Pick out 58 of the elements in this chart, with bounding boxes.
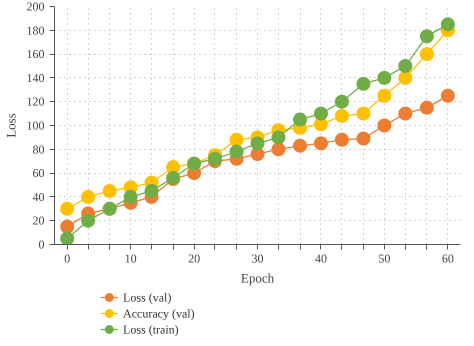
y-tick-label: 120 (26, 94, 44, 109)
x-tick-label: 0 (64, 252, 70, 266)
point (420, 29, 434, 44)
point (420, 100, 434, 115)
point (271, 142, 286, 156)
y-tick-label: 40 (32, 190, 44, 204)
point (230, 144, 244, 159)
point (271, 130, 286, 144)
point (208, 152, 222, 166)
point (293, 112, 308, 127)
legend-label: Loss (train) (123, 322, 179, 336)
point (314, 136, 328, 150)
x-tick-label: 50 (378, 252, 390, 266)
x-tick-label: 30 (252, 252, 264, 266)
point (124, 190, 138, 204)
point (314, 106, 328, 121)
x-tick-label: 60 (442, 252, 454, 266)
x-tick-label: 10 (124, 252, 137, 266)
point (60, 220, 74, 234)
x-tick-label: 20 (188, 252, 200, 266)
point (440, 17, 455, 32)
point (356, 106, 370, 121)
y-tick-label: 100 (26, 118, 44, 132)
point (60, 232, 74, 244)
y-tick-label: 180 (26, 23, 44, 38)
point (60, 202, 74, 216)
y-tick-label: 20 (32, 214, 44, 228)
point (334, 94, 349, 109)
point (81, 190, 96, 204)
point (440, 88, 455, 103)
point (334, 132, 349, 147)
y-axis-title: Loss (4, 113, 18, 138)
point (377, 118, 392, 132)
y-tick-label: 200 (26, 0, 44, 14)
point (398, 59, 412, 73)
x-axis-title: Epoch (240, 270, 275, 286)
y-tick-label: 60 (32, 166, 44, 180)
y-tick-label: 140 (26, 70, 44, 85)
point (377, 70, 392, 85)
point (334, 108, 349, 123)
point (250, 136, 264, 150)
point (144, 184, 159, 198)
point (81, 214, 96, 228)
y-tick-label: 0 (38, 238, 44, 252)
y-tick-label: 160 (26, 47, 44, 62)
point (293, 138, 308, 153)
point (398, 106, 412, 121)
point (420, 47, 434, 62)
x-tick-label: 40 (314, 252, 327, 266)
legend-label: Accuracy (val) (123, 306, 195, 320)
point (356, 76, 370, 91)
point (398, 70, 412, 85)
point (102, 184, 117, 198)
legend-label: Loss (val) (123, 290, 172, 304)
point (230, 132, 244, 147)
point (356, 132, 370, 146)
point (377, 88, 392, 103)
y-tick-label: 80 (32, 142, 44, 156)
